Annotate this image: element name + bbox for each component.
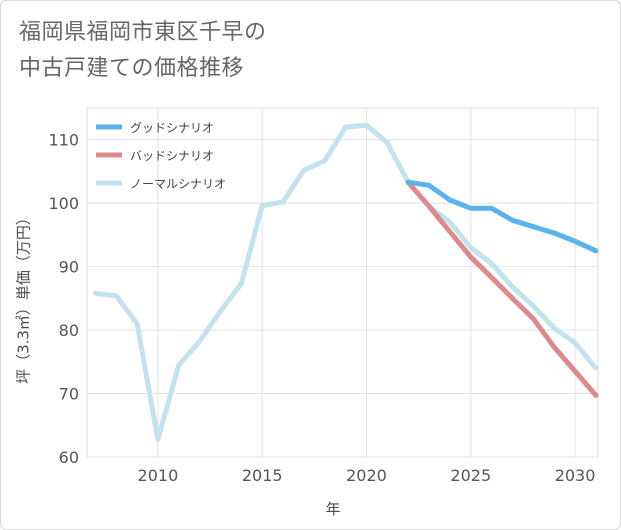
data-point: [489, 261, 495, 266]
x-tick-label: 2020: [346, 466, 387, 485]
data-point: [572, 238, 578, 244]
data-point: [426, 183, 432, 188]
y-tick-label: 90: [59, 258, 79, 277]
y-tick-label: 100: [48, 194, 79, 213]
x-tick-label: 2010: [138, 466, 179, 485]
legend-label: バッドシナリオ: [130, 149, 214, 163]
data-point: [530, 303, 536, 309]
data-point: [468, 245, 474, 251]
data-point: [530, 316, 536, 322]
data-point: [384, 140, 390, 146]
data-point: [322, 158, 328, 164]
y-tick-label: 110: [48, 131, 79, 150]
data-point: [551, 325, 557, 331]
data-point: [593, 365, 599, 371]
data-point: [510, 217, 515, 223]
x-tick-label: 2030: [555, 466, 596, 485]
plot-area: [86, 107, 599, 458]
data-point: [364, 122, 369, 128]
data-point: [593, 393, 599, 398]
y-tick-label: 70: [59, 385, 79, 404]
series-line: [405, 179, 599, 254]
data-point: [551, 230, 557, 236]
data-point: [572, 368, 578, 374]
data-point: [197, 339, 203, 344]
data-point: [447, 219, 453, 225]
data-point: [489, 205, 495, 211]
data-point: [447, 197, 453, 203]
data-point: [301, 167, 307, 173]
legend-label: ノーマルシナリオ: [130, 177, 226, 191]
data-point: [218, 308, 223, 314]
data-point: [92, 290, 98, 296]
data-point: [468, 205, 474, 211]
data-point: [259, 203, 265, 209]
data-point: [510, 284, 515, 290]
data-point: [238, 281, 244, 287]
data-point: [468, 254, 474, 260]
data-point: [510, 295, 515, 301]
series-line: [405, 179, 599, 398]
data-point: [405, 179, 411, 185]
data-point: [426, 203, 432, 209]
data-point: [280, 199, 286, 205]
data-point: [155, 436, 161, 442]
data-point: [176, 362, 182, 368]
data-point: [489, 275, 495, 280]
x-axis-label: 年: [325, 500, 341, 518]
y-tick-label: 60: [59, 448, 79, 467]
data-point: [447, 229, 453, 235]
x-tick-label: 2015: [242, 466, 283, 485]
data-point: [572, 340, 578, 346]
y-tick-label: 80: [59, 321, 79, 340]
data-point: [593, 248, 599, 254]
data-point: [134, 321, 140, 327]
data-point: [530, 224, 536, 230]
x-tick-label: 2025: [450, 466, 491, 485]
data-point: [113, 293, 119, 299]
chart-title: 福岡県福岡市東区千早の 中古戸建ての価格推移: [19, 20, 267, 81]
y-axis-label: 坪（3.3㎡）単価（万円）: [14, 210, 33, 384]
data-point: [551, 344, 557, 350]
data-point: [343, 124, 349, 130]
legend-label: グッドシナリオ: [130, 121, 214, 135]
